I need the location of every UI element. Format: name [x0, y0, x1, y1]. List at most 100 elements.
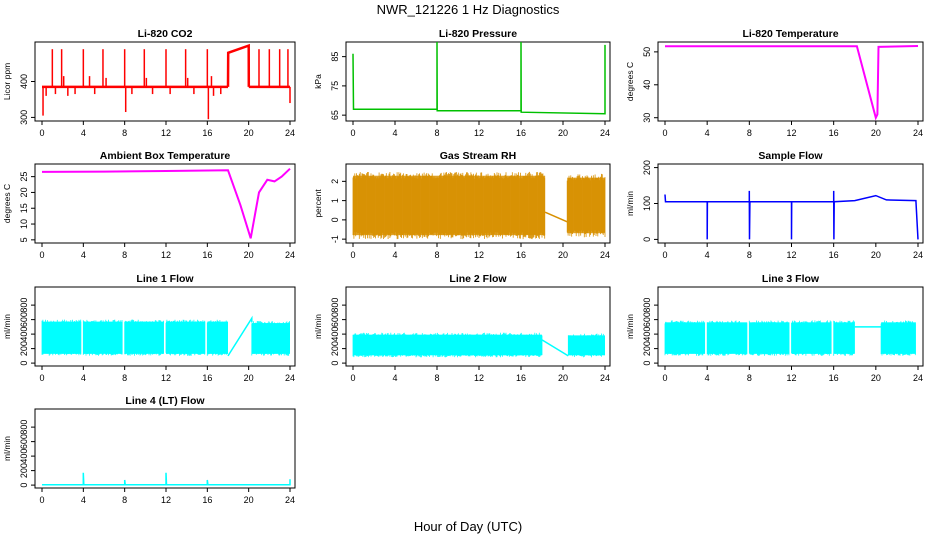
series-line: [352, 41, 606, 115]
y-tick-label: 5: [19, 237, 29, 242]
x-tick-label: 24: [913, 128, 923, 138]
y-tick-label: 40: [642, 80, 652, 90]
series-noise: [664, 320, 705, 356]
x-tick-label: 4: [81, 495, 86, 505]
series-noise: [41, 319, 82, 356]
x-tick-label: 8: [434, 128, 439, 138]
chart-title: Ambient Box Temperature: [100, 150, 231, 162]
y-tick-label: 800: [19, 420, 29, 435]
y-axis-label: ml/min: [313, 314, 323, 339]
x-tick-label: 16: [202, 373, 212, 383]
x-tick-label: 8: [434, 373, 439, 383]
x-tick-label: 0: [662, 128, 667, 138]
y-tick-label: -1: [330, 235, 340, 243]
chart-title: Line 2 Flow: [449, 273, 507, 285]
x-tick-label: 16: [202, 495, 212, 505]
plot-frame: [34, 286, 296, 367]
x-tick-label: 16: [516, 250, 526, 260]
y-tick-label: 800: [642, 298, 652, 313]
x-tick-label: 8: [122, 373, 127, 383]
y-tick-label: 20: [19, 187, 29, 197]
x-tick-label: 8: [747, 373, 752, 383]
series-noise: [706, 320, 748, 356]
series-line: [664, 190, 919, 240]
figure-title: NWR_121226 1 Hz Diagnostics: [377, 2, 560, 17]
y-tick-label: 0: [642, 361, 652, 366]
x-tick-label: 24: [285, 495, 295, 505]
x-tick-label: 16: [829, 128, 839, 138]
chart-panel-2: Li-820 Pressure kPa 65 75 85 0 4 8 12 16 20 24: [313, 28, 611, 138]
y-tick-label: 75: [330, 81, 340, 91]
x-tick-label: 4: [81, 250, 86, 260]
x-tick-label: 4: [705, 373, 710, 383]
series-line: [665, 45, 919, 121]
x-tick-label: 4: [81, 373, 86, 383]
y-axis-label: ml/min: [625, 191, 635, 216]
series-band: [207, 321, 228, 354]
y-tick-label: 200: [19, 463, 29, 478]
series-noise: [791, 320, 832, 356]
y-axis-label: degrees C: [2, 184, 12, 223]
x-tick-label: 12: [786, 128, 796, 138]
x-tick-label: 12: [474, 128, 484, 138]
chart-title: Line 4 (LT) Flow: [125, 395, 205, 407]
series-noise: [82, 319, 123, 356]
x-tick-label: 24: [600, 373, 610, 383]
x-tick-label: 12: [474, 250, 484, 260]
x-tick-label: 20: [558, 128, 568, 138]
y-tick-label: 400: [642, 327, 652, 342]
series-line: [226, 43, 251, 87]
plot-frame: [34, 408, 296, 489]
series-noise: [748, 320, 790, 356]
x-tick-label: 8: [122, 128, 127, 138]
series-noise: [833, 320, 855, 356]
y-tick-label: 0: [642, 237, 652, 242]
x-tick-label: 8: [122, 250, 127, 260]
x-tick-label: 4: [392, 250, 397, 260]
y-tick-label: 0: [19, 361, 29, 366]
series-noise: [352, 171, 546, 240]
series-noise: [352, 332, 543, 358]
y-tick-label: 600: [19, 312, 29, 327]
y-tick-label: 100: [642, 196, 652, 211]
y-axis-label: degrees C: [625, 62, 635, 101]
chart-panel-3: Li-820 Temperature degrees C 30 40 50 0 4 8 12 16…: [625, 28, 924, 138]
y-tick-label: 300: [19, 110, 29, 125]
series-noise: [566, 173, 606, 238]
x-tick-label: 20: [244, 250, 254, 260]
y-axis-label: ml/min: [625, 314, 635, 339]
y-tick-label: 15: [19, 203, 29, 213]
series-noise: [206, 319, 228, 356]
x-tick-label: 8: [122, 495, 127, 505]
series-line: [541, 339, 569, 357]
chart-panel-6: Sample Flow ml/min 0 100 200 0 4 8 12 16 20 24: [625, 150, 924, 260]
x-tick-label: 24: [913, 373, 923, 383]
series-noise: [251, 321, 290, 356]
x-tick-label: 0: [39, 250, 44, 260]
x-tick-label: 20: [558, 373, 568, 383]
y-tick-label: 0: [330, 217, 340, 222]
y-tick-label: 0: [19, 483, 29, 488]
series-noise: [124, 319, 164, 356]
y-axis-label: ml/min: [2, 436, 12, 461]
y-tick-label: 50: [642, 47, 652, 57]
y-tick-label: 600: [330, 312, 340, 327]
x-tick-label: 0: [39, 495, 44, 505]
y-tick-label: 0: [330, 361, 340, 366]
x-tick-label: 12: [474, 373, 484, 383]
y-tick-label: 30: [642, 113, 652, 123]
y-tick-label: 200: [330, 341, 340, 356]
x-tick-label: 16: [202, 250, 212, 260]
x-tick-label: 20: [244, 373, 254, 383]
y-axis-label: kPa: [313, 74, 323, 89]
x-tick-label: 24: [285, 250, 295, 260]
y-tick-label: 400: [19, 327, 29, 342]
series-line: [41, 167, 291, 239]
x-tick-label: 4: [392, 373, 397, 383]
series-noise: [165, 319, 206, 356]
